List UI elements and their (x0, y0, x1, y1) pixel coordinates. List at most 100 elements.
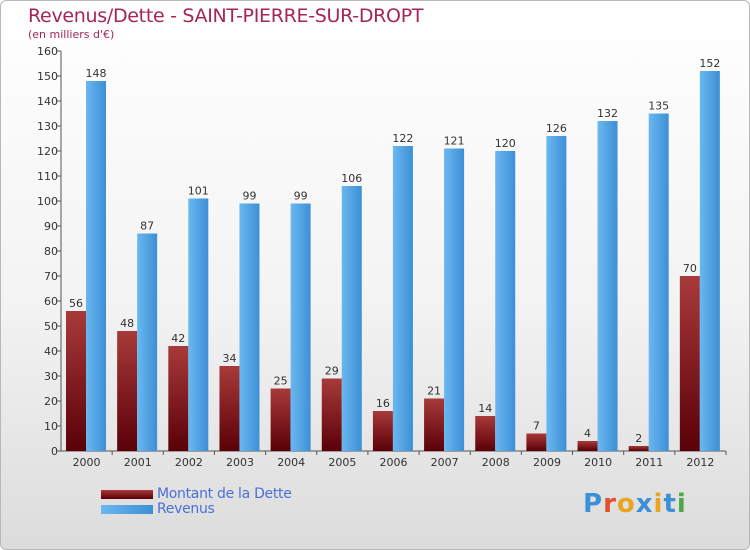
bar-revenus (495, 151, 516, 451)
y-tick-label: 40 (44, 345, 58, 358)
x-tick-label: 2004 (277, 456, 305, 469)
bars (66, 71, 720, 451)
y-tick-label: 110 (37, 170, 58, 183)
data-label-dette: 56 (69, 297, 83, 310)
x-tick-label: 2012 (686, 456, 714, 469)
bar-revenus (290, 203, 311, 451)
y-tick-label: 50 (44, 320, 58, 333)
bar-dette (270, 388, 291, 451)
y-tick-label: 160 (37, 45, 58, 58)
data-label-revenus: 152 (699, 57, 720, 70)
data-label-dette: 34 (222, 352, 236, 365)
logo-letter: x (635, 489, 654, 519)
bar-dette (424, 398, 445, 451)
data-label-dette: 42 (171, 332, 185, 345)
data-label-revenus: 106 (341, 172, 362, 185)
data-label-revenus: 87 (140, 220, 154, 233)
bar-dette (526, 433, 547, 451)
y-tick-label: 20 (44, 395, 58, 408)
legend-label-dette: Montant de la Dette (157, 486, 292, 502)
data-label-revenus: 121 (444, 135, 465, 148)
logo-letter: P (583, 489, 604, 519)
bar-revenus (597, 121, 618, 451)
logo-letter: t (663, 489, 677, 519)
logo-letter: r (603, 489, 617, 519)
bar-dette (628, 446, 649, 451)
bar-dette (117, 331, 138, 451)
y-tick-label: 130 (37, 120, 58, 133)
x-tick-label: 2009 (533, 456, 561, 469)
proxiti-logo: Proxiti (583, 489, 687, 519)
bar-revenus (699, 71, 720, 451)
logo-letter: i (653, 489, 664, 519)
bar-revenus (444, 148, 465, 451)
data-label-revenus: 135 (648, 100, 669, 113)
data-label-revenus: 120 (495, 137, 516, 150)
chart-title: Revenus/Dette - SAINT-PIERRE-SUR-DROPT (28, 5, 424, 27)
data-label-dette: 14 (478, 402, 492, 415)
data-label-revenus: 126 (546, 122, 567, 135)
x-tick-label: 2002 (175, 456, 203, 469)
legend-label-revenus: Revenus (157, 501, 215, 517)
data-label-revenus: 99 (294, 190, 308, 203)
data-label-revenus: 101 (188, 185, 209, 198)
data-label-revenus: 99 (242, 190, 256, 203)
data-label-dette: 70 (683, 262, 697, 275)
bar-revenus (648, 113, 669, 451)
x-tick-label: 2007 (431, 456, 459, 469)
data-label-dette: 29 (325, 365, 339, 378)
y-tick-label: 0 (51, 445, 58, 458)
data-label-dette: 2 (635, 432, 642, 445)
logo-letter: o (616, 489, 636, 519)
data-label-revenus: 148 (86, 67, 107, 80)
data-label-dette: 25 (274, 375, 288, 388)
bar-revenus (392, 146, 413, 451)
data-label-revenus: 132 (597, 107, 618, 120)
y-tick-label: 70 (44, 270, 58, 283)
y-tick-label: 90 (44, 220, 58, 233)
y-tick-label: 60 (44, 295, 58, 308)
x-tick-label: 2008 (482, 456, 510, 469)
bar-dette (475, 416, 496, 451)
bar-revenus (546, 136, 567, 451)
bar-dette (168, 346, 189, 451)
logo-letter: i (676, 489, 687, 519)
y-tick-label: 30 (44, 370, 58, 383)
data-label-dette: 21 (427, 385, 441, 398)
bar-dette (577, 441, 598, 451)
bar-dette (219, 366, 240, 451)
x-tick-label: 2003 (226, 456, 254, 469)
bar-dette (372, 411, 393, 451)
chart-subtitle: (en milliers d'€) (28, 28, 115, 41)
x-tick-label: 2000 (73, 456, 101, 469)
legend-swatch-dette (101, 490, 153, 499)
bar-revenus (239, 203, 260, 451)
bar-revenus (188, 198, 209, 451)
x-tick-label: 2011 (635, 456, 663, 469)
data-label-revenus: 122 (392, 132, 413, 145)
data-label-dette: 48 (120, 317, 134, 330)
data-labels: 5614848874210134992599291061612221121141… (69, 57, 720, 445)
bar-dette (679, 276, 700, 451)
y-tick-label: 10 (44, 420, 58, 433)
bar-revenus (86, 81, 106, 451)
y-tick-label: 140 (37, 95, 58, 108)
y-tick-label: 120 (37, 145, 58, 158)
bar-dette (66, 311, 86, 451)
bar-revenus (341, 186, 362, 451)
x-tick-label: 2005 (328, 456, 356, 469)
data-label-dette: 7 (533, 420, 540, 433)
x-tick-label: 2006 (380, 456, 408, 469)
bar-dette (321, 378, 342, 451)
legend-swatch-revenus (101, 505, 153, 514)
bar-revenus (137, 233, 158, 451)
data-label-dette: 16 (376, 397, 390, 410)
x-tick-label: 2010 (584, 456, 612, 469)
y-tick-label: 80 (44, 245, 58, 258)
y-tick-label: 150 (37, 70, 58, 83)
x-tick-label: 2001 (124, 456, 152, 469)
data-label-dette: 4 (584, 427, 591, 440)
y-tick-label: 100 (37, 195, 58, 208)
